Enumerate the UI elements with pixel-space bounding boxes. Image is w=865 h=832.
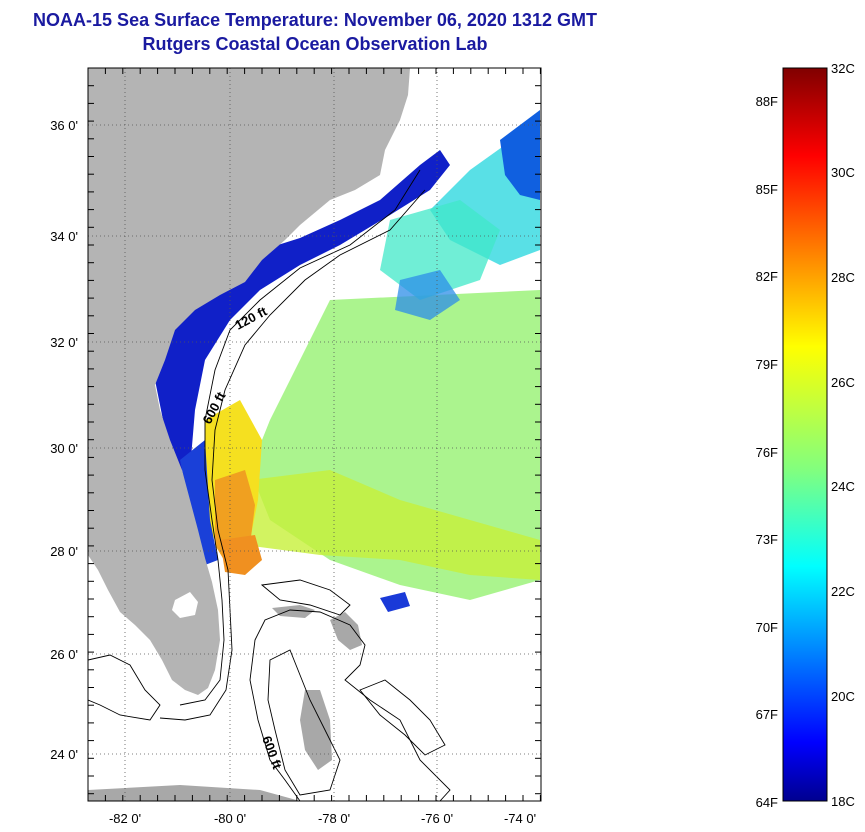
lat-tick-label: 28 0'	[50, 544, 78, 559]
contour-keys	[88, 654, 161, 721]
land-bahamas-andros	[300, 690, 332, 770]
land-bahamas-grand	[272, 605, 315, 618]
sst-patch-cyan-mid	[380, 200, 500, 300]
sst-patch-blue-east	[380, 592, 410, 612]
colorbar-c-label: 22C	[831, 584, 855, 599]
colorbar-f-label: 88F	[756, 94, 778, 109]
lake-okeechobee	[172, 592, 198, 618]
lon-tick-label: -74 0'	[504, 811, 536, 826]
contour-120ft	[179, 169, 421, 706]
lon-tick-label: -80 0'	[214, 811, 246, 826]
colorbar-f-label: 67F	[756, 707, 778, 722]
map-ticks	[87, 67, 541, 801]
colorbar-c-label: 26C	[831, 375, 855, 390]
colorbar-gradient	[782, 67, 828, 802]
colorbar-fahrenheit-labels: 88F 85F 82F 79F 76F 73F 70F 67F 64F	[756, 94, 778, 810]
lat-tick-label: 24 0'	[50, 747, 78, 762]
sst-patch-blue-ne	[500, 110, 540, 200]
lat-tick-label: 34 0'	[50, 229, 78, 244]
colorbar-c-label: 24C	[831, 479, 855, 494]
lat-tick-label: 26 0'	[50, 647, 78, 662]
colorbar-c-label: 28C	[831, 270, 855, 285]
contour-exuma	[359, 679, 446, 756]
colorbar-c-label: 32C	[831, 61, 855, 76]
lon-tick-label: -82 0'	[109, 811, 141, 826]
sst-coastal-blue-south	[180, 440, 218, 565]
colorbar-c-label: 30C	[831, 165, 855, 180]
colorbar-f-label: 70F	[756, 620, 778, 635]
colorbar-f-label: 85F	[756, 182, 778, 197]
latitude-axis: 36 0' 34 0' 32 0' 30 0' 28 0' 26 0' 24 0…	[50, 118, 78, 762]
lat-tick-label: 30 0'	[50, 441, 78, 456]
colorbar-c-label: 20C	[831, 689, 855, 704]
lon-tick-label: -78 0'	[318, 811, 350, 826]
land-bahamas-abaco	[330, 612, 362, 650]
temperature-colorbar: 88F 85F 82F 79F 76F 73F 70F 67F 64F 32C …	[756, 61, 855, 810]
contour-600ft	[159, 189, 426, 721]
map-subtitle: Rutgers Coastal Ocean Observation Lab	[142, 34, 488, 54]
colorbar-f-label: 82F	[756, 269, 778, 284]
contour-bahamas-north	[260, 579, 351, 616]
colorbar-f-label: 79F	[756, 357, 778, 372]
colorbar-c-label: 18C	[831, 794, 855, 809]
sst-patch-green	[245, 470, 540, 580]
land-florida-southeast-us	[88, 68, 410, 695]
sst-coastal-blue	[155, 150, 450, 470]
contour-bahamas-outer	[249, 609, 451, 801]
map-title: NOAA-15 Sea Surface Temperature: Novembe…	[33, 10, 597, 30]
lat-tick-label: 36 0'	[50, 118, 78, 133]
land-cuba-edge	[88, 785, 300, 801]
colorbar-f-label: 64F	[756, 795, 778, 810]
contour-bahamas-inner	[267, 649, 341, 796]
colorbar-f-label: 76F	[756, 445, 778, 460]
lon-tick-label: -76 0'	[421, 811, 453, 826]
sst-data-layer	[88, 110, 540, 612]
bathymetry-contours	[88, 169, 451, 801]
longitude-axis: -82 0' -80 0' -78 0' -76 0' -74 0'	[109, 811, 536, 826]
colorbar-f-label: 73F	[756, 532, 778, 547]
sst-patch-mid-blue	[395, 270, 460, 320]
sst-patch-orange-south	[220, 535, 262, 575]
colorbar-celsius-labels: 32C 30C 28C 26C 24C 22C 20C 18C	[831, 61, 855, 809]
lat-tick-label: 32 0'	[50, 335, 78, 350]
